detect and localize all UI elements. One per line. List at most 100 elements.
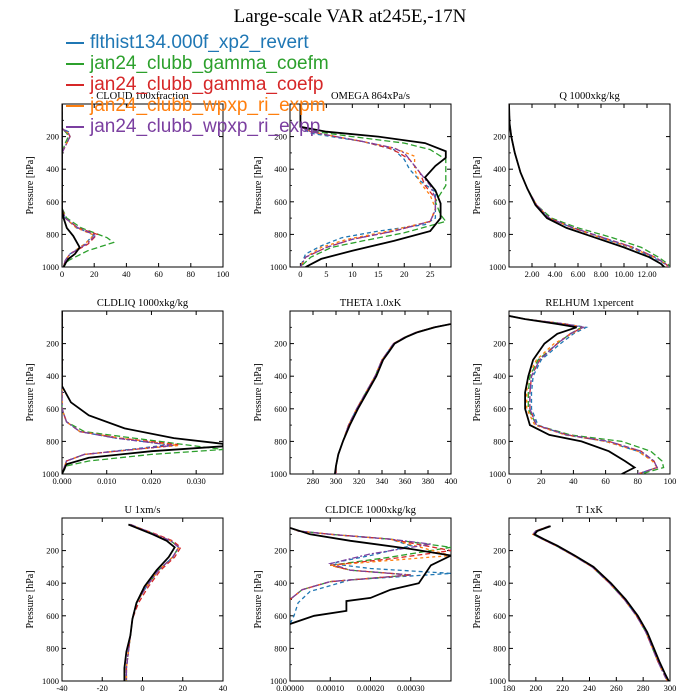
x-tick-label: 80 [634, 476, 643, 486]
series-group [62, 311, 223, 474]
series-line [290, 527, 451, 601]
x-tick-label: 60 [154, 269, 163, 279]
x-tick-label: 40 [219, 683, 228, 693]
x-tick-label: 0 [298, 269, 302, 279]
x-tick-label: 340 [376, 476, 389, 486]
y-tick-label: 1000 [270, 262, 287, 272]
y-tick-label: 200 [493, 132, 506, 142]
series-line [509, 315, 637, 474]
series-line [123, 523, 176, 681]
series-line [125, 523, 182, 681]
panel: CLDLIQ 1000xkg/kg Pressure [hPa] 200 400 600… [25, 298, 224, 486]
y-tick-label: 600 [493, 611, 506, 621]
series-line [125, 523, 180, 681]
y-tick-label: 600 [493, 404, 506, 414]
legend-item: jan24_clubb_gamma_coefp [66, 74, 329, 95]
series-line [125, 523, 180, 681]
legend-item: flthist134.000f_xp2_revert [66, 32, 329, 53]
y-tick-label: 800 [493, 229, 506, 239]
series-group [509, 104, 670, 267]
series-line [62, 104, 81, 267]
y-tick-label: 800 [46, 436, 59, 446]
x-tick-label: 6.00 [571, 269, 586, 279]
x-tick-label: 0.00000 [276, 683, 304, 693]
y-tick-label: 400 [46, 164, 59, 174]
y-axis-label: Pressure [hPa] [253, 156, 264, 214]
y-tick-label: 400 [46, 578, 59, 588]
x-tick-label: 10.00 [614, 269, 633, 279]
series-line [533, 525, 670, 681]
y-tick-label: 800 [46, 643, 59, 653]
series-line [509, 104, 670, 267]
series-line [334, 323, 451, 474]
series-line [532, 525, 668, 681]
series-line [62, 104, 97, 267]
x-tick-label: 200 [529, 683, 542, 693]
x-tick-label: 10 [348, 269, 357, 279]
series-line [62, 311, 223, 474]
x-tick-label: 20 [537, 476, 546, 486]
series-line [62, 104, 115, 267]
legend-item: jan24_clubb_wpxp_ri_expp [66, 116, 329, 137]
x-tick-label: 25 [426, 269, 435, 279]
series-line [290, 526, 451, 625]
y-tick-label: 600 [274, 197, 287, 207]
series-line [299, 104, 437, 267]
series-group [532, 525, 670, 681]
y-tick-label: 400 [274, 578, 287, 588]
legend-swatch [66, 41, 84, 44]
y-tick-label: 800 [274, 229, 287, 239]
x-tick-label: -40 [56, 683, 67, 693]
legend-item: jan24_clubb_gamma_coefm [66, 53, 329, 74]
series-line [290, 527, 432, 601]
y-tick-label: 200 [46, 546, 59, 556]
panel-title: CLDLIQ 1000xkg/kg [97, 298, 189, 309]
y-axis-label: Pressure [hPa] [472, 570, 483, 628]
x-tick-label: 60 [601, 476, 610, 486]
y-tick-label: 1000 [489, 469, 506, 479]
y-tick-label: 1000 [489, 262, 506, 272]
series-line [509, 315, 659, 474]
y-tick-label: 400 [493, 578, 506, 588]
x-tick-label: 380 [422, 476, 435, 486]
y-tick-label: 200 [46, 339, 59, 349]
y-axis-label: Pressure [hPa] [472, 363, 483, 421]
panel-title: THETA 1.0xK [340, 298, 402, 309]
series-group [299, 104, 447, 267]
panel-frame [289, 517, 452, 682]
x-tick-label: 40 [569, 476, 578, 486]
series-group [62, 104, 115, 267]
x-tick-label: 0.00020 [357, 683, 385, 693]
panel: Q 1000xkg/kg Pressure [hPa] 200 400 600 800 10… [472, 91, 671, 279]
x-tick-label: 220 [556, 683, 569, 693]
legend-label: flthist134.000f_xp2_revert [90, 32, 309, 53]
y-tick-label: 800 [274, 436, 287, 446]
series-line [509, 315, 665, 474]
y-tick-label: 600 [274, 404, 287, 414]
panel-frame [61, 310, 224, 475]
series-group [123, 523, 182, 681]
series-line [299, 104, 437, 267]
panel: THETA 1.0xK Pressure [hPa] 200 400 600 800 100… [253, 298, 457, 486]
series-line [532, 525, 668, 681]
x-tick-label: 2.00 [525, 269, 540, 279]
y-tick-label: 400 [493, 371, 506, 381]
legend-swatch [66, 62, 84, 65]
x-tick-label: 4.00 [548, 269, 563, 279]
x-tick-label: 0 [140, 683, 144, 693]
panel-frame [508, 517, 671, 682]
series-line [62, 311, 174, 474]
x-tick-label: 240 [583, 683, 596, 693]
y-axis-label: Pressure [hPa] [253, 570, 264, 628]
x-tick-label: -20 [97, 683, 108, 693]
series-line [509, 104, 669, 267]
y-axis-label: Pressure [hPa] [25, 570, 36, 628]
x-tick-label: 0.010 [97, 476, 116, 486]
y-tick-label: 800 [493, 643, 506, 653]
x-tick-label: 20 [400, 269, 409, 279]
series-line [290, 527, 451, 601]
series-line [299, 104, 447, 267]
